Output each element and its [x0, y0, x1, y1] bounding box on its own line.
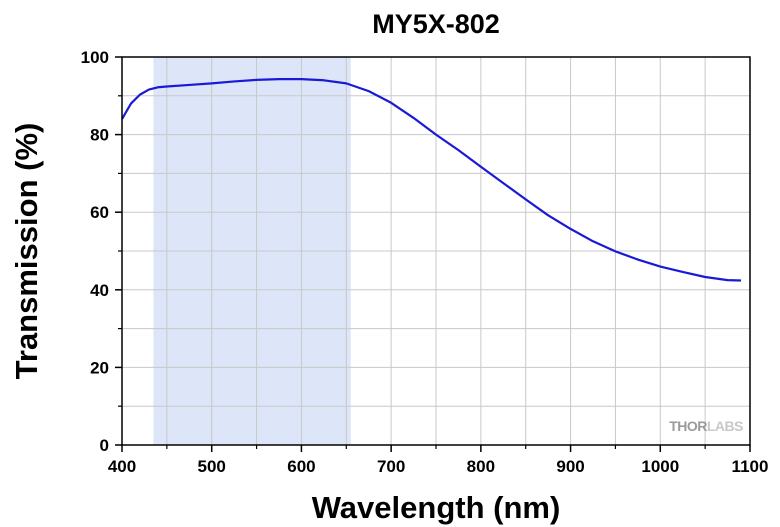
logo-right: LABS [707, 418, 743, 434]
y-tick-label: 80 [90, 126, 109, 145]
x-tick-label: 500 [198, 457, 226, 476]
x-tick-label: 700 [377, 457, 405, 476]
series-layer [121, 78, 742, 282]
chart-title: MY5X-802 [372, 9, 500, 39]
logo-left: THOR [669, 418, 707, 434]
y-tick-label: 40 [90, 281, 109, 300]
y-tick-label: 0 [100, 436, 109, 455]
thorlabs-logo: THORLABS [669, 418, 743, 434]
grid-layer [122, 57, 750, 445]
tick-label-layer: 400 500 600 700 800 900 1000 1100 0 20 40 60 80 100 [81, 48, 769, 476]
tick-layer [115, 56, 751, 452]
x-tick-label: 800 [467, 457, 495, 476]
x-tick-label: 400 [108, 457, 136, 476]
x-axis-label: Wavelength (nm) [312, 490, 561, 525]
y-tick-label: 20 [90, 358, 109, 377]
x-tick-label: 900 [556, 457, 584, 476]
transmission-curve [121, 78, 742, 282]
x-tick-label: 600 [287, 457, 315, 476]
y-axis-label: Transmission (%) [9, 123, 44, 380]
y-tick-label: 60 [90, 203, 109, 222]
x-tick-label: 1000 [641, 457, 679, 476]
y-tick-label: 100 [81, 48, 109, 67]
x-tick-label: 1100 [732, 457, 769, 476]
